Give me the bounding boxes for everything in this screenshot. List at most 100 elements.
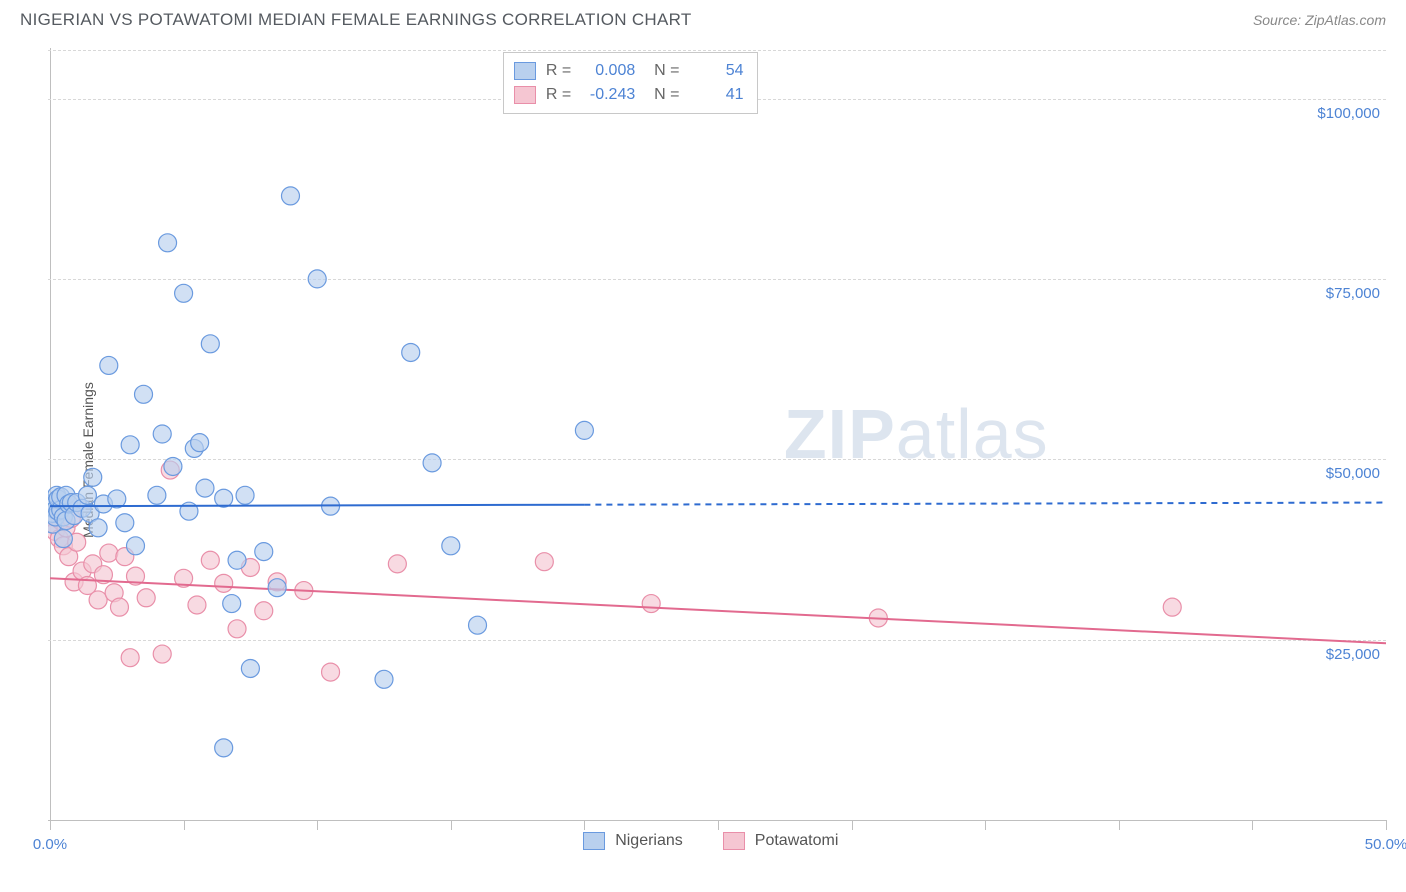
data-point xyxy=(60,548,78,566)
watermark: ZIPatlas xyxy=(784,394,1049,474)
x-tick xyxy=(1252,820,1253,830)
data-point xyxy=(116,514,134,532)
data-point xyxy=(89,519,107,537)
data-point xyxy=(127,537,145,555)
stat-n-label: N = xyxy=(645,59,679,83)
x-tick xyxy=(50,820,51,830)
data-point xyxy=(201,551,219,569)
data-point xyxy=(116,548,134,566)
chart-title: NIGERIAN VS POTAWATOMI MEDIAN FEMALE EAR… xyxy=(20,10,692,30)
series-legend: NigeriansPotawatomi xyxy=(583,832,838,850)
data-point xyxy=(50,530,68,548)
data-point xyxy=(191,434,209,452)
data-point xyxy=(57,486,75,504)
data-point xyxy=(869,609,887,627)
data-point xyxy=(84,468,102,486)
legend-swatch xyxy=(514,86,536,104)
data-point xyxy=(423,454,441,472)
data-point xyxy=(49,490,67,508)
gridline xyxy=(48,50,1386,51)
data-point xyxy=(135,385,153,403)
data-point xyxy=(94,495,112,513)
data-point xyxy=(469,616,487,634)
data-point xyxy=(255,543,273,561)
x-tick xyxy=(852,820,853,830)
data-point xyxy=(148,486,166,504)
data-point xyxy=(268,579,286,597)
data-point xyxy=(575,421,593,439)
stat-n-label: N = xyxy=(645,83,679,107)
trend-line xyxy=(50,505,584,506)
x-tick-label: 50.0% xyxy=(1365,836,1406,853)
data-point xyxy=(105,584,123,602)
legend-swatch xyxy=(723,832,745,850)
data-point xyxy=(57,512,75,530)
stat-r-label: R = xyxy=(546,59,571,83)
data-point xyxy=(161,461,179,479)
data-point xyxy=(49,502,67,520)
data-point xyxy=(201,335,219,353)
data-point xyxy=(215,739,233,757)
data-point xyxy=(108,490,126,508)
data-point xyxy=(121,649,139,667)
data-point xyxy=(268,573,286,591)
x-tick xyxy=(584,820,585,830)
data-point xyxy=(241,558,259,576)
stat-n-value: 54 xyxy=(689,59,743,83)
gridline xyxy=(48,459,1386,460)
data-point xyxy=(84,555,102,573)
data-point xyxy=(54,530,72,548)
data-point xyxy=(375,670,393,688)
data-point xyxy=(52,501,70,519)
data-point xyxy=(322,663,340,681)
y-tick-label: $75,000 xyxy=(1326,285,1380,302)
legend-label: Nigerians xyxy=(615,832,683,850)
data-point xyxy=(188,596,206,614)
data-point xyxy=(642,595,660,613)
data-point xyxy=(49,504,67,522)
y-tick-label: $50,000 xyxy=(1326,465,1380,482)
data-point xyxy=(68,494,86,512)
data-point xyxy=(81,504,99,522)
x-tick xyxy=(317,820,318,830)
data-point xyxy=(62,494,80,512)
stat-r-value: 0.008 xyxy=(581,59,635,83)
source-attribution: Source: ZipAtlas.com xyxy=(1253,12,1386,28)
data-point xyxy=(255,602,273,620)
x-tick xyxy=(184,820,185,830)
y-tick-label: $100,000 xyxy=(1317,105,1380,122)
data-point xyxy=(68,533,86,551)
data-point xyxy=(94,566,112,584)
x-tick-label: 0.0% xyxy=(33,836,67,853)
trend-line xyxy=(50,578,1386,643)
data-point xyxy=(57,519,75,537)
data-point xyxy=(137,589,155,607)
data-point xyxy=(215,574,233,592)
stat-n-value: 41 xyxy=(689,83,743,107)
data-point xyxy=(535,553,553,571)
data-point xyxy=(52,512,70,530)
data-point xyxy=(215,489,233,507)
data-point xyxy=(185,439,203,457)
data-point xyxy=(78,486,96,504)
data-point xyxy=(60,495,78,513)
data-point xyxy=(175,284,193,302)
x-tick xyxy=(1119,820,1120,830)
data-point xyxy=(153,645,171,663)
legend-swatch xyxy=(583,832,605,850)
data-point xyxy=(281,187,299,205)
data-point xyxy=(65,507,83,525)
gridline xyxy=(48,279,1386,280)
legend-item: Nigerians xyxy=(583,832,683,850)
data-point xyxy=(153,425,171,443)
data-point xyxy=(54,508,72,526)
stat-r-label: R = xyxy=(546,83,571,107)
data-point xyxy=(175,569,193,587)
data-point xyxy=(295,582,313,600)
data-point xyxy=(73,562,91,580)
legend-swatch xyxy=(514,62,536,80)
data-point xyxy=(241,659,259,677)
x-tick xyxy=(718,820,719,830)
stats-row: R =-0.243 N =41 xyxy=(514,83,744,107)
data-point xyxy=(73,499,91,517)
